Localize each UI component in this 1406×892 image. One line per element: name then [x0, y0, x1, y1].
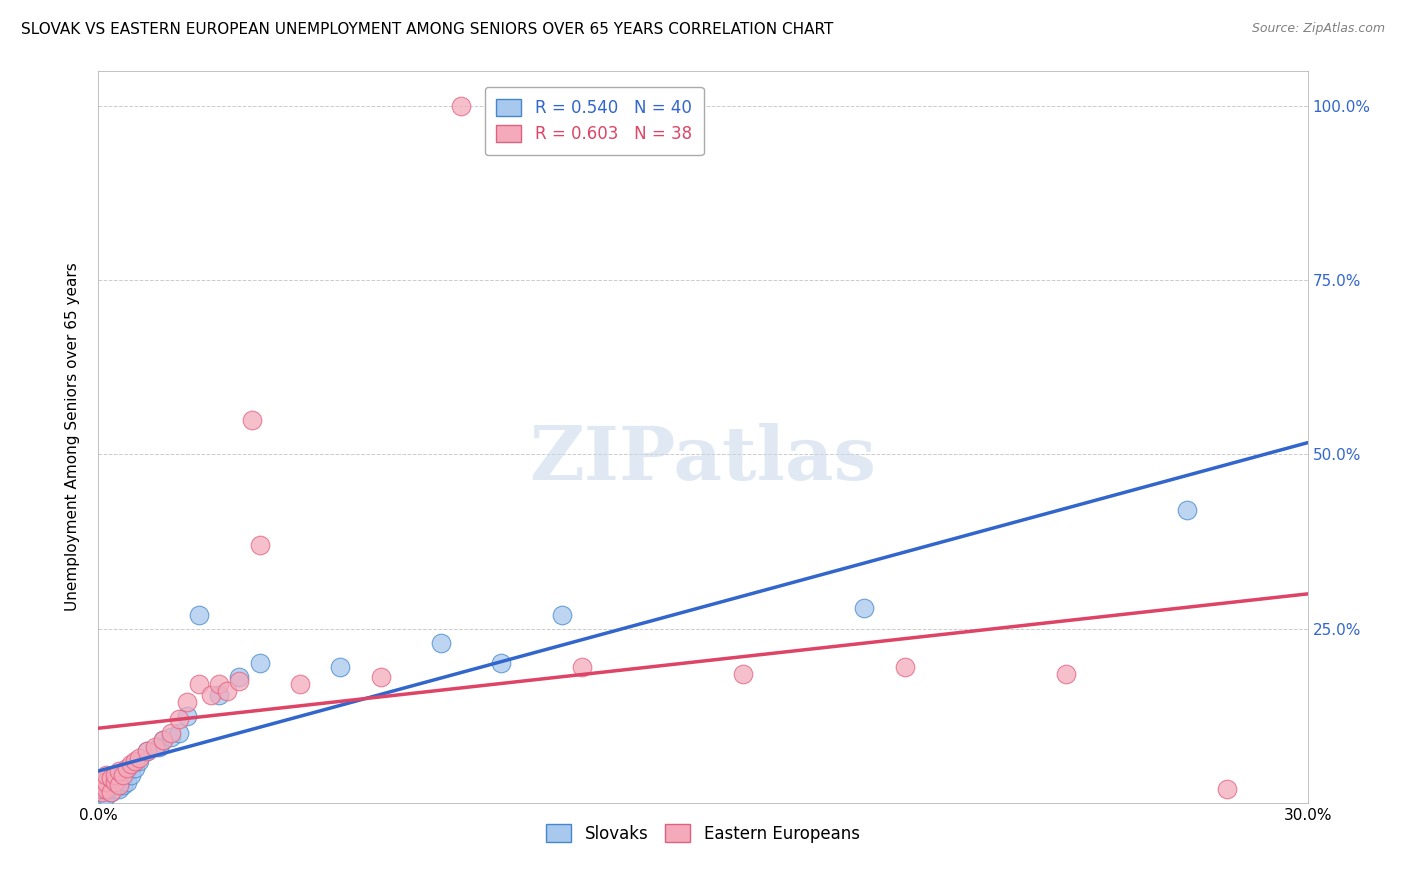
Point — [228, 670, 250, 684]
Point — [115, 775, 138, 789]
Point — [103, 768, 125, 782]
Point — [91, 781, 114, 796]
Point — [124, 754, 146, 768]
Point — [96, 781, 118, 796]
Point — [100, 785, 122, 799]
Point — [91, 785, 114, 799]
Point — [107, 778, 129, 792]
Point — [96, 775, 118, 789]
Point — [120, 757, 142, 772]
Point — [188, 607, 211, 622]
Point — [96, 778, 118, 792]
Point — [143, 740, 166, 755]
Point — [167, 712, 190, 726]
Point — [167, 726, 190, 740]
Point — [152, 733, 174, 747]
Point — [91, 785, 114, 799]
Point — [893, 660, 915, 674]
Point — [188, 677, 211, 691]
Point — [111, 768, 134, 782]
Point — [200, 688, 222, 702]
Point — [249, 657, 271, 671]
Y-axis label: Unemployment Among Seniors over 65 years: Unemployment Among Seniors over 65 years — [65, 263, 80, 611]
Point — [96, 781, 118, 796]
Point — [491, 657, 513, 671]
Point — [107, 764, 129, 779]
Point — [1175, 503, 1198, 517]
Point — [96, 768, 118, 782]
Point — [103, 778, 125, 792]
Point — [240, 412, 263, 426]
Point — [103, 772, 125, 786]
Point — [288, 677, 311, 691]
Point — [450, 99, 472, 113]
Point — [96, 789, 118, 803]
Point — [135, 743, 157, 757]
Point — [208, 677, 231, 691]
Point — [91, 775, 114, 789]
Point — [329, 660, 352, 674]
Point — [135, 743, 157, 757]
Point — [571, 660, 593, 674]
Point — [1054, 667, 1077, 681]
Point — [103, 775, 125, 789]
Point — [91, 789, 114, 803]
Point — [430, 635, 453, 649]
Point — [100, 772, 122, 786]
Point — [1216, 781, 1239, 796]
Point — [208, 688, 231, 702]
Point — [228, 673, 250, 688]
Point — [152, 733, 174, 747]
Point — [370, 670, 392, 684]
Point — [124, 761, 146, 775]
Point — [128, 750, 150, 764]
Point — [176, 708, 198, 723]
Point — [107, 775, 129, 789]
Point — [103, 781, 125, 796]
Point — [249, 538, 271, 552]
Point — [107, 781, 129, 796]
Point — [115, 764, 138, 779]
Point — [91, 781, 114, 796]
Point — [176, 695, 198, 709]
Legend: Slovaks, Eastern Europeans: Slovaks, Eastern Europeans — [540, 818, 866, 849]
Point — [120, 768, 142, 782]
Point — [100, 781, 122, 796]
Text: ZIPatlas: ZIPatlas — [530, 423, 876, 496]
Point — [148, 740, 170, 755]
Point — [100, 785, 122, 799]
Point — [107, 768, 129, 782]
Point — [111, 772, 134, 786]
Point — [853, 600, 876, 615]
Point — [217, 684, 239, 698]
Text: Source: ZipAtlas.com: Source: ZipAtlas.com — [1251, 22, 1385, 36]
Point — [115, 761, 138, 775]
Point — [160, 730, 183, 744]
Text: SLOVAK VS EASTERN EUROPEAN UNEMPLOYMENT AMONG SENIORS OVER 65 YEARS CORRELATION : SLOVAK VS EASTERN EUROPEAN UNEMPLOYMENT … — [21, 22, 834, 37]
Point — [551, 607, 574, 622]
Point — [111, 778, 134, 792]
Point — [733, 667, 755, 681]
Point — [100, 775, 122, 789]
Point — [100, 778, 122, 792]
Point — [160, 726, 183, 740]
Point — [96, 775, 118, 789]
Point — [128, 754, 150, 768]
